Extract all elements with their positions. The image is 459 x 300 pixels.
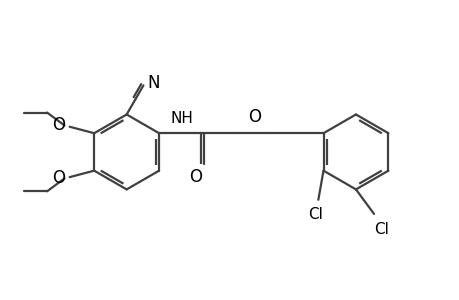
Text: N: N xyxy=(147,74,159,92)
Text: O: O xyxy=(188,168,202,186)
Text: O: O xyxy=(248,108,261,126)
Text: NH: NH xyxy=(170,111,193,126)
Text: O: O xyxy=(52,169,65,188)
Text: Cl: Cl xyxy=(308,208,323,223)
Text: O: O xyxy=(52,116,65,134)
Text: Cl: Cl xyxy=(374,222,388,237)
